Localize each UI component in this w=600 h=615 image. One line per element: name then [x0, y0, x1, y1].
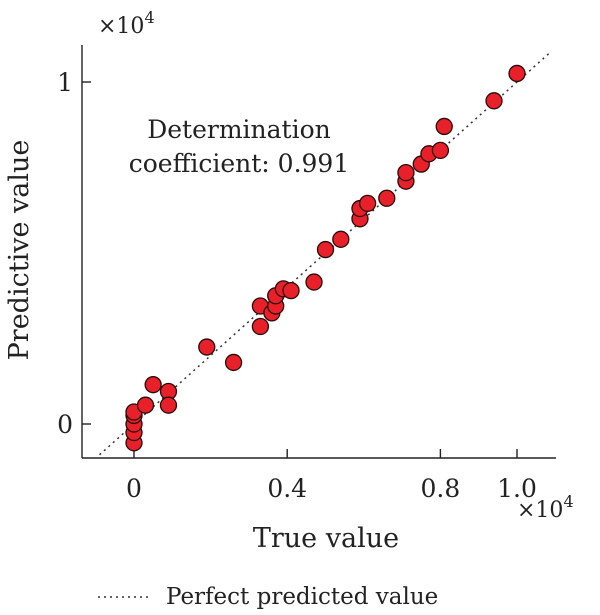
- data-point: [508, 64, 526, 83]
- x-tick-label: 1.0: [497, 474, 537, 503]
- data-point: [282, 281, 300, 300]
- data-point: [251, 317, 270, 336]
- perfect-prediction-line: [99, 50, 552, 456]
- x-multiplier-label: ×104: [517, 492, 574, 523]
- data-point: [435, 117, 453, 136]
- x-tick-label: 0.8: [421, 474, 461, 503]
- data-point: [305, 273, 323, 291]
- data-point: [159, 396, 178, 414]
- perfect-prediction-line-group: [99, 50, 552, 456]
- data-point: [431, 141, 450, 160]
- data-point: [198, 338, 216, 356]
- data-point: [224, 353, 243, 372]
- x-tick-label: 0.4: [267, 474, 307, 503]
- data-points: [125, 64, 526, 452]
- data-point: [358, 194, 377, 213]
- annotation-line-2: coefficient: 0.991: [129, 149, 349, 178]
- y-multiplier-label: ×104: [98, 8, 155, 39]
- y-axis-label: Predictive value: [4, 140, 35, 361]
- axis-ticks: 0 0.4 0.8 1.0 0 1: [57, 68, 537, 503]
- x-tick-label: 0: [126, 474, 142, 503]
- y-tick-label: 0: [57, 410, 73, 439]
- data-point: [136, 396, 155, 414]
- data-point: [316, 240, 335, 259]
- data-point: [485, 92, 503, 110]
- data-point: [144, 376, 162, 394]
- data-point: [378, 189, 396, 207]
- data-point: [332, 230, 350, 248]
- data-point: [397, 163, 415, 182]
- y-tick-label: 1: [57, 68, 73, 97]
- legend-label: Perfect predicted value: [166, 584, 438, 610]
- x-axis-label: True value: [253, 523, 399, 554]
- annotation-line-1: Determination: [147, 115, 331, 144]
